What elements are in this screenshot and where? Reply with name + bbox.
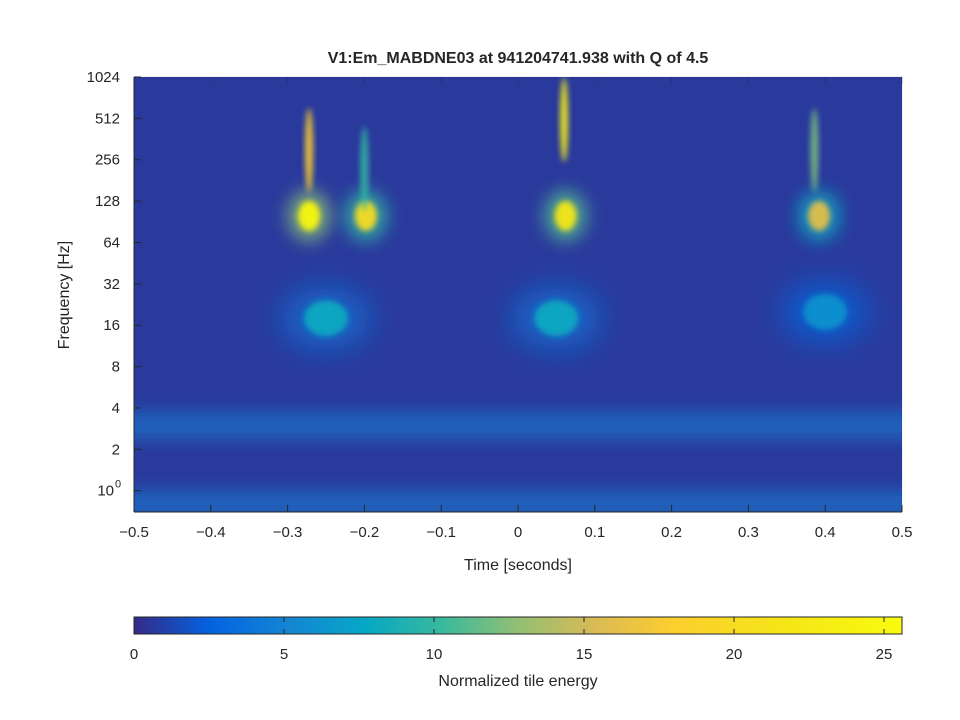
heatmap-blob [354,200,377,231]
heatmap-streak [810,108,819,193]
colorbar-tick-label: 10 [426,646,443,663]
y-tick-exponent: 0 [115,479,121,491]
y-tick-label: 1024 [87,69,120,86]
y-tick-label: 10 [97,483,114,500]
y-tick-label: 4 [112,400,120,417]
y-tick-label: 16 [103,317,120,334]
heatmap-features [134,77,902,512]
x-tick-label: 0.4 [815,524,836,541]
heatmap-blob [803,293,848,330]
heatmap-area [134,77,902,512]
heatmap-streak [305,108,314,193]
y-tick-label: 512 [95,110,120,127]
heatmap-band [134,490,902,512]
x-axis-label: Time [seconds] [464,557,572,574]
colorbar-tick-label: 5 [280,646,288,663]
colorbar-ticks: 0 5 10 15 20 25 [130,617,893,663]
heatmap-band [134,411,902,440]
colorbar-tick-label: 0 [130,646,138,663]
x-tick-label: −0.2 [350,524,380,541]
x-axis: −0.5 −0.4 −0.3 −0.2 −0.1 0 0.1 0.2 0.3 0.4 0.5 [119,77,912,541]
y-axis-label: Frequency [Hz] [56,241,73,349]
y-tick-label: 128 [95,193,120,210]
colorbar-label: Normalized tile energy [438,673,597,690]
y-tick-label: 64 [103,234,120,251]
x-tick-label: 0 [514,524,522,541]
y-tick-label: 8 [112,359,120,376]
y-tick-label: 2 [112,441,120,458]
y-axis: 10 0 2 4 8 16 32 64 128 256 512 1024 [87,69,141,512]
colorbar: 0 5 10 15 20 25 Normalized tile energy [130,616,903,690]
x-tick-label: −0.5 [119,524,149,541]
x-tick-label: 0.1 [584,524,605,541]
colorbar-tick-label: 15 [576,646,593,663]
colorbar-gradient [133,616,903,635]
x-tick-label: −0.1 [426,524,456,541]
heatmap-background [134,77,902,512]
colorbar-tick-label: 20 [726,646,743,663]
heatmap-streak [360,126,369,211]
x-tick-label: 0.3 [738,524,759,541]
heatmap-blob [808,200,831,231]
heatmap-blob [534,300,579,337]
heatmap-blob [298,200,321,231]
colorbar-tick-label: 25 [876,646,893,663]
x-tick-label: 0.5 [892,524,913,541]
x-tick-label: 0.2 [661,524,682,541]
y-tick-label: 32 [103,276,120,293]
heatmap-streak [560,77,569,162]
chart-title: V1:Em_MABDNE03 at 941204741.938 with Q o… [328,50,709,67]
heatmap-blob [554,200,577,231]
x-tick-label: −0.4 [196,524,226,541]
y-tick-label: 256 [95,152,120,169]
heatmap-blob [304,300,348,337]
x-tick-label: −0.3 [273,524,303,541]
